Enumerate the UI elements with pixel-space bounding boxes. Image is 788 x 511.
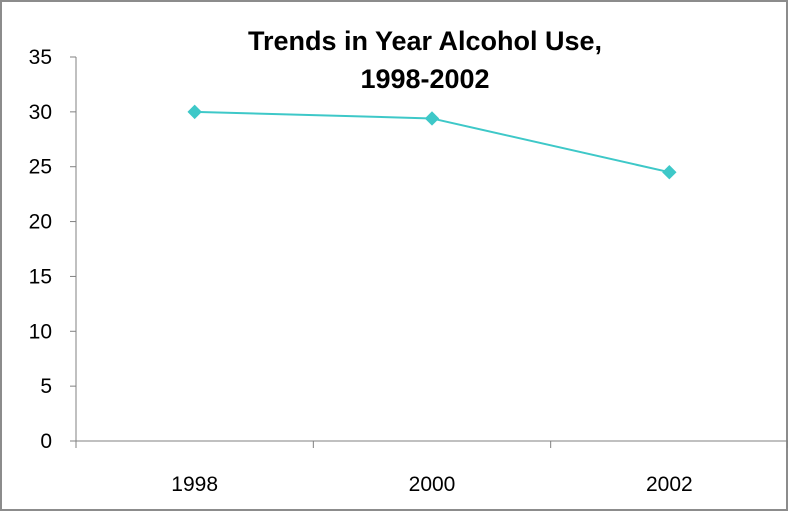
data-point-diamond xyxy=(662,164,677,180)
y-tick-label: 35 xyxy=(29,46,52,69)
y-tick-label: 25 xyxy=(29,156,52,179)
data-point-diamond xyxy=(424,111,440,126)
y-tick-label: 5 xyxy=(40,375,52,398)
y-tick-label: 15 xyxy=(29,265,52,288)
y-tick-label: 10 xyxy=(29,320,52,343)
x-tick-label: 1998 xyxy=(171,473,218,496)
y-tick-label: 20 xyxy=(29,211,52,234)
chart-title-line-1: Trends in Year Alcohol Use, xyxy=(248,26,602,56)
x-tick-label: 2000 xyxy=(409,473,456,496)
x-tick-label: 2002 xyxy=(646,473,693,496)
y-tick-label: 30 xyxy=(29,101,52,124)
y-tick-label: 0 xyxy=(40,430,52,453)
chart-title-line-2: 1998-2002 xyxy=(360,64,489,94)
data-point-diamond xyxy=(187,104,202,120)
